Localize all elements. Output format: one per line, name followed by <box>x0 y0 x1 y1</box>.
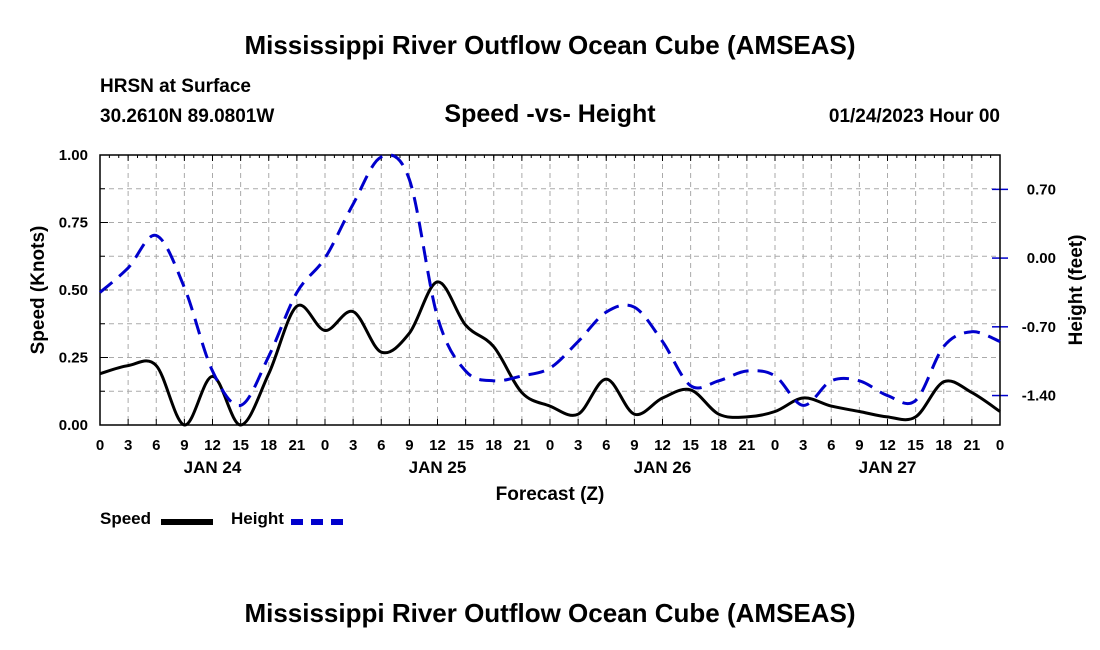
x-tick-label: 3 <box>799 437 807 454</box>
x-tick-label: 9 <box>630 437 638 454</box>
day-label: JAN 24 <box>184 458 242 477</box>
x-tick-label: 18 <box>260 437 277 454</box>
y-left-tick-label: 0.25 <box>59 350 88 367</box>
x-tick-label: 12 <box>204 437 221 454</box>
chart-subtitle: Speed -vs- Height <box>444 100 656 128</box>
x-tick-label: 6 <box>377 437 385 454</box>
y-axis-right-label: Height (feet) <box>1066 235 1087 346</box>
x-tick-label: 21 <box>514 437 531 454</box>
legend-speed-swatch <box>161 519 213 525</box>
x-tick-label: 12 <box>654 437 671 454</box>
x-tick-label: 6 <box>602 437 610 454</box>
x-tick-label: 9 <box>180 437 188 454</box>
y-right-tick-label: -1.40 <box>1022 388 1056 405</box>
x-tick-label: 3 <box>574 437 582 454</box>
x-tick-label: 12 <box>429 437 446 454</box>
y-left-tick-label: 1.00 <box>59 147 88 164</box>
x-tick-label: 0 <box>546 437 554 454</box>
station-label: HRSN at Surface <box>100 76 251 97</box>
x-tick-label: 3 <box>349 437 357 454</box>
coordinates-label: 30.2610N 89.0801W <box>100 106 275 127</box>
y-axis-left-label: Speed (Knots) <box>28 226 49 355</box>
legend-height-label: Height <box>231 509 284 528</box>
axes: 0 3 6 9 12 15 18 21 0 3 6 9 12 15 18 21 0 3 6 9 12 15 18 21 0 3 6 9… <box>59 147 1056 477</box>
x-tick-label: 6 <box>827 437 835 454</box>
x-tick-label: 21 <box>739 437 756 454</box>
x-tick-label: 12 <box>879 437 896 454</box>
legend-height-swatch <box>291 519 343 525</box>
x-tick-label: 6 <box>152 437 160 454</box>
chart-title: Mississippi River Outflow Ocean Cube (AM… <box>244 30 856 60</box>
x-tick-label: 21 <box>964 437 981 454</box>
x-tick-label: 15 <box>682 437 699 454</box>
legend-speed-label: Speed <box>100 509 152 528</box>
day-label: JAN 26 <box>634 458 692 477</box>
day-label: JAN 27 <box>859 458 917 477</box>
y-right-tick-label: 0.70 <box>1027 181 1056 198</box>
x-tick-label: 9 <box>405 437 413 454</box>
x-tick-label: 0 <box>771 437 779 454</box>
x-tick-label: 0 <box>96 437 104 454</box>
y-left-tick-label: 0.75 <box>59 215 88 232</box>
x-tick-label: 18 <box>935 437 952 454</box>
x-tick-label: 15 <box>232 437 249 454</box>
plot-frame <box>99 154 1001 426</box>
x-tick-label: 21 <box>289 437 306 454</box>
y-right-tick-label: -0.70 <box>1022 319 1056 336</box>
forecast-datetime: 01/24/2023 Hour 00 <box>828 106 1000 127</box>
y-left-tick-label: 0.50 <box>59 282 88 299</box>
x-tick-label: 15 <box>907 437 924 454</box>
footer-title: Mississippi River Outflow Ocean Cube (AM… <box>244 598 856 628</box>
x-tick-label: 3 <box>124 437 132 454</box>
x-tick-label: 15 <box>457 437 474 454</box>
x-tick-label: 0 <box>321 437 329 454</box>
x-axis-label: Forecast (Z) <box>496 484 605 505</box>
x-tick-label: 9 <box>855 437 863 454</box>
x-tick-label: 18 <box>710 437 727 454</box>
y-left-tick-label: 0.00 <box>59 417 88 434</box>
x-tick-label: 18 <box>485 437 502 454</box>
y-right-tick-label: 0.00 <box>1027 250 1056 267</box>
series-height-line <box>99 153 1001 407</box>
series-lines <box>99 153 1001 427</box>
day-label: JAN 25 <box>409 458 467 477</box>
x-tick-label: 0 <box>996 437 1004 454</box>
